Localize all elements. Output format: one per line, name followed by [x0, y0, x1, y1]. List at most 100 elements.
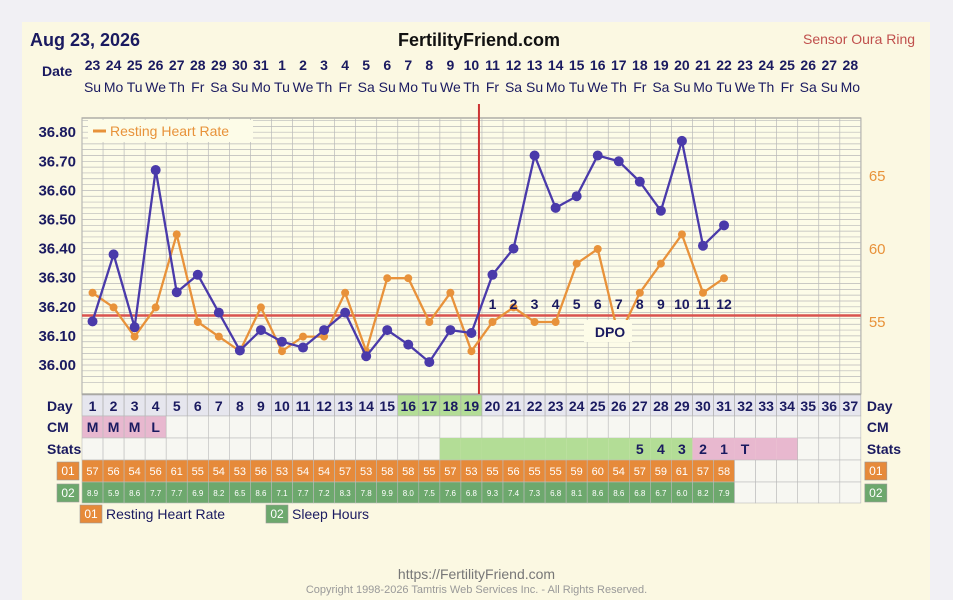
rhr-series-point [256, 303, 265, 312]
y-tick-label: 36.10 [38, 328, 76, 345]
sleep-value: 6.8 [634, 489, 646, 498]
stats-value: 4 [657, 441, 665, 457]
stats-value: 2 [699, 441, 707, 457]
weekday-label: Su [379, 79, 396, 95]
temperature-series-point [697, 240, 708, 251]
stats-cell [334, 437, 356, 461]
rhr-value: 54 [129, 466, 141, 478]
day-number: 10 [274, 398, 290, 414]
cm-cell [355, 415, 377, 439]
series-legend-label: Resting Heart Rate [110, 123, 229, 139]
y-tick-label: 36.50 [38, 212, 76, 229]
sleep-value: 7.4 [508, 489, 520, 498]
legend-row02-badge-box [265, 504, 289, 524]
footer-url[interactable]: https://FertilityFriend.com [397, 566, 556, 582]
weekday-label: Th [758, 79, 774, 95]
footer-copyright: Copyright 1998-2026 Tamtris Web Services… [305, 584, 648, 596]
weekday-label: Fr [486, 79, 500, 95]
date-label: 27 [821, 57, 837, 73]
stats-cell [734, 438, 756, 460]
cm-cell [208, 415, 230, 439]
weekday-label: Fr [633, 79, 647, 95]
rhr-series-point [572, 259, 581, 268]
sleep-value: 6.7 [655, 489, 667, 498]
date-row-label: Date [42, 63, 73, 79]
day-number: 23 [548, 398, 564, 414]
date-label: 25 [127, 57, 143, 73]
day-number: 29 [674, 398, 690, 414]
sleep-value: 6.5 [234, 489, 246, 498]
cm-value: M [87, 419, 99, 435]
stats-row-label-right: Stats [867, 441, 901, 457]
weekday-label: Tu [421, 79, 437, 95]
cm-cell [165, 415, 188, 439]
rhr-series-point [509, 303, 518, 312]
weekday-label: Th [463, 79, 479, 95]
stats-cell [313, 437, 335, 461]
date-label: 25 [779, 57, 795, 73]
rhr-value: 54 [213, 466, 225, 478]
rhr-value: 55 [528, 466, 540, 478]
rhr-series-point [277, 347, 286, 356]
temperature-series-point [508, 243, 519, 254]
date-label: 23 [737, 57, 753, 73]
weekday-label: We [587, 79, 608, 95]
rhr-value: 55 [550, 466, 562, 478]
stats-cell [397, 437, 420, 461]
rhr-value: 53 [465, 466, 477, 478]
date-label: 18 [632, 57, 648, 73]
sleep-value: 8.6 [592, 489, 604, 498]
stats-cell [797, 437, 820, 461]
weekday-label: Tu [274, 79, 290, 95]
row02-badge-left-box [56, 483, 80, 503]
day-number: 33 [758, 398, 774, 414]
sleep-cell [755, 481, 777, 504]
rhr-value: 54 [318, 466, 330, 478]
temperature-series-point [340, 307, 351, 318]
temperature-series-point [424, 357, 435, 368]
cm-cell [755, 415, 777, 439]
rhr-value: 54 [613, 466, 625, 478]
cm-cell [397, 415, 420, 439]
stats-cell [292, 437, 314, 461]
dpo-number: 3 [531, 296, 539, 312]
stats-cell [229, 437, 251, 461]
y-tick-label: 36.40 [38, 241, 76, 258]
rhr-cell [797, 459, 820, 483]
day-number: 34 [779, 398, 795, 414]
legend-row02-label: Sleep Hours [292, 506, 369, 522]
cm-cell [818, 415, 841, 439]
row01-badge-left-box [56, 461, 80, 481]
date-label: 10 [464, 57, 480, 73]
rhr-series-point [88, 288, 97, 297]
rhr-series-point [593, 245, 602, 253]
cm-cell [439, 415, 462, 439]
rhr-value: 57 [339, 466, 351, 478]
date-label: 7 [404, 57, 412, 73]
weekday-label: Su [84, 79, 101, 95]
date-label: 26 [800, 57, 816, 73]
cm-row-label-left: CM [47, 419, 69, 435]
stats-value: 3 [678, 441, 686, 457]
rhr-value: 57 [634, 466, 646, 478]
date-label: 28 [843, 57, 859, 73]
stats-cell [418, 437, 441, 461]
weekday-label: Th [611, 79, 627, 95]
y2-tick-label: 60 [869, 241, 886, 258]
rhr-value: 61 [171, 466, 183, 478]
stats-cell [629, 438, 651, 460]
cm-row-label-right: CM [867, 419, 889, 435]
rhr-value: 55 [423, 466, 435, 478]
day-number: 19 [464, 398, 480, 414]
rhr-value: 58 [718, 466, 730, 478]
cm-cell [186, 415, 209, 439]
stats-cell [481, 438, 503, 460]
rhr-cell [776, 459, 799, 483]
stats-cell [692, 438, 714, 460]
rhr-value: 58 [381, 466, 393, 478]
temperature-series-point [87, 316, 98, 327]
day-number: 28 [653, 398, 669, 414]
temperature-series-point [108, 249, 119, 260]
day-number: 15 [379, 398, 395, 414]
date-label: 4 [341, 57, 349, 73]
